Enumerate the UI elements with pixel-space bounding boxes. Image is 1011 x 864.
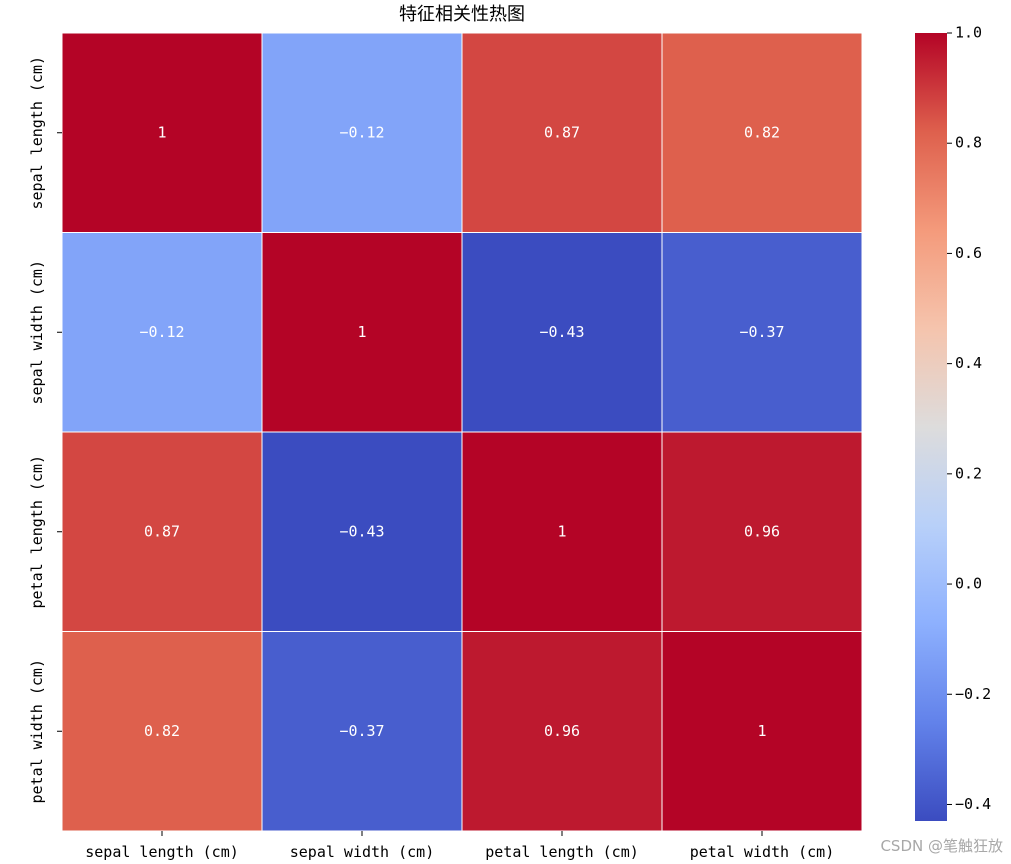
heatmap-grid: 1 −0.12 0.87 0.82 −0.12 1 −0.43 −0.37 0.87 −0.43 1… <box>61 32 863 832</box>
heatmap-cell <box>461 631 663 832</box>
colorbar-tick-label: 0.2 <box>955 464 982 482</box>
cell-value-label: −0.12 <box>139 323 184 341</box>
colorbar-tick-label: 0.8 <box>955 134 982 152</box>
heatmap-cell <box>261 431 463 632</box>
cell-value-label: 0.82 <box>144 722 180 740</box>
x-tick-label: petal length (cm) <box>485 843 639 861</box>
heatmap-cell <box>61 232 263 433</box>
heatmap-cell <box>661 431 863 632</box>
colorbar-tick-label: 0.6 <box>955 244 982 262</box>
cell-value-label: 1 <box>357 323 366 341</box>
cell-value-label: 0.82 <box>744 123 780 141</box>
heatmap-cell <box>461 232 663 433</box>
heatmap-cell <box>261 32 463 233</box>
cell-value-label: 0.96 <box>544 722 580 740</box>
cell-value-label: 1 <box>557 522 566 540</box>
x-tick-label: petal width (cm) <box>690 843 835 861</box>
y-axis: sepal length (cm) sepal width (cm) petal l… <box>28 56 62 804</box>
cell-value-label: −0.43 <box>539 323 584 341</box>
colorbar-tick-label: −0.4 <box>955 795 991 813</box>
x-tick-label: sepal width (cm) <box>290 843 435 861</box>
cell-value-label: 0.87 <box>144 522 180 540</box>
cell-value-label: 1 <box>157 123 166 141</box>
watermark: CSDN @笔触狂放 <box>880 837 1003 855</box>
heatmap-cell <box>61 32 263 233</box>
heatmap-cell <box>661 32 863 233</box>
cell-value-label: −0.12 <box>339 123 384 141</box>
cell-value-label: 1 <box>757 722 766 740</box>
cell-value-label: −0.37 <box>739 323 784 341</box>
cell-value-label: −0.43 <box>339 522 384 540</box>
y-tick-label: petal length (cm) <box>28 455 46 609</box>
heatmap-cell <box>661 232 863 433</box>
colorbar-gradient <box>915 33 947 821</box>
colorbar: 1.0 0.8 0.6 0.4 0.2 0.0 −0.2 −0.4 <box>915 24 991 821</box>
colorbar-tick-label: 0.4 <box>955 354 982 372</box>
y-tick-label: petal width (cm) <box>28 659 46 804</box>
heatmap-cell <box>661 631 863 832</box>
cell-value-label: −0.37 <box>339 722 384 740</box>
heatmap-cell <box>61 631 263 832</box>
heatmap-cell <box>461 32 663 233</box>
chart-title: 特征相关性热图 <box>399 4 525 25</box>
heatmap-cell <box>261 232 463 433</box>
y-tick-label: sepal length (cm) <box>28 56 46 210</box>
y-tick-label: sepal width (cm) <box>28 260 46 405</box>
x-axis: sepal length (cm) sepal width (cm) petal l… <box>85 831 834 861</box>
cell-value-label: 0.96 <box>744 522 780 540</box>
heatmap-cell <box>261 631 463 832</box>
cell-value-label: 0.87 <box>544 123 580 141</box>
colorbar-tick-label: −0.2 <box>955 685 991 703</box>
colorbar-tick-label: 0.0 <box>955 575 982 593</box>
colorbar-tick-label: 1.0 <box>955 24 982 42</box>
x-tick-label: sepal length (cm) <box>85 843 239 861</box>
